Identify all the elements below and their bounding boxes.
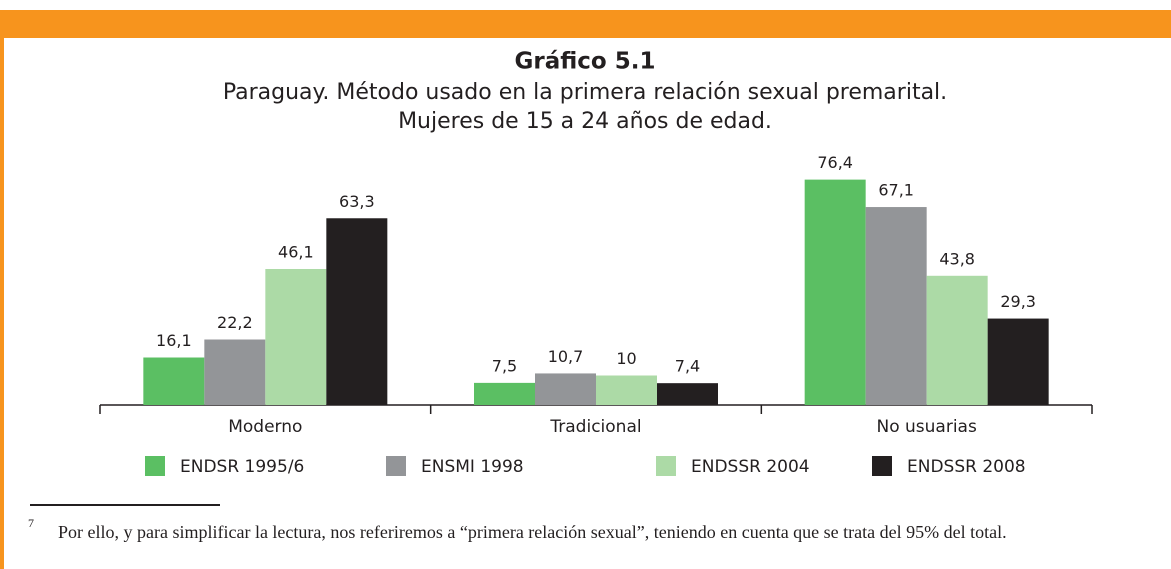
bar [265,269,327,405]
footnote-text: Por ello, y para simplificar la lectura,… [58,522,1007,542]
legend-label: ENDSSR 2004 [691,457,810,477]
x-tick-label: Tradicional [549,417,641,437]
value-label: 76,4 [817,153,853,172]
chart-subtitle: Mujeres de 15 a 24 años de edad. [398,109,772,134]
legend-label: ENDSR 1995/6 [180,457,304,477]
side-bar [0,38,4,569]
value-label: 7,4 [675,357,700,376]
value-label: 67,1 [878,181,914,200]
value-label: 22,2 [217,313,253,332]
value-label: 43,8 [939,249,975,268]
chart-subtitle: Paraguay. Método usado en la primera rel… [223,80,947,105]
bar [865,207,927,405]
top-bar [0,10,1171,38]
value-label: 10 [616,349,636,368]
legend-swatch [145,456,165,476]
bar [535,373,596,405]
bar [204,339,266,405]
bar [326,218,388,405]
bar [474,382,535,405]
footnote-marker: 7 [28,516,34,530]
value-label: 63,3 [339,192,375,211]
bar [596,375,657,405]
bar [926,275,988,405]
value-label: 46,1 [278,243,314,262]
x-tick-label: Moderno [228,417,302,437]
legend-swatch [872,456,892,476]
bar [804,179,866,405]
value-label: 10,7 [548,347,584,366]
bar [657,383,718,405]
bar [987,318,1049,405]
legend-swatch [656,456,676,476]
value-label: 16,1 [156,331,192,350]
legend-label: ENSMI 1998 [421,457,524,477]
chart-title: Gráfico 5.1 [515,49,656,75]
legend-swatch [386,456,406,476]
x-tick-label: No usuarias [876,417,976,437]
legend-label: ENDSSR 2008 [907,457,1026,477]
value-label: 7,5 [492,356,517,375]
value-label: 29,3 [1000,292,1036,311]
bar [143,357,205,405]
